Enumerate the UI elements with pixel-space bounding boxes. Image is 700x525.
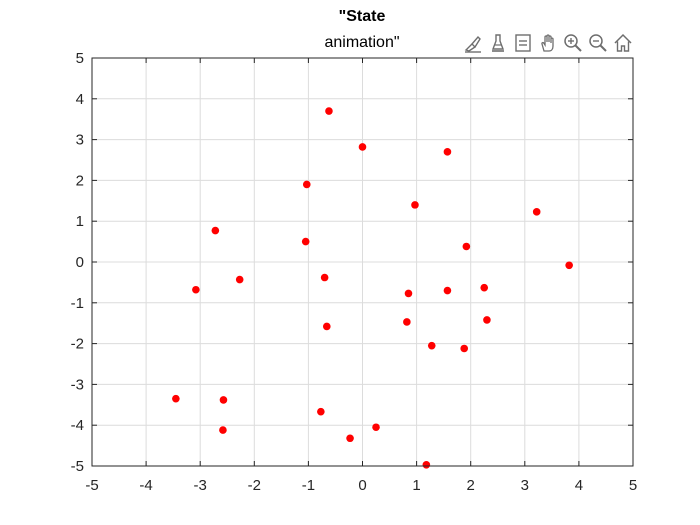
scatter-point — [480, 283, 489, 292]
x-tick-label: -2 — [248, 477, 261, 494]
y-tick-label: 0 — [76, 254, 84, 271]
x-tick-label: -3 — [194, 477, 207, 494]
scatter-point — [411, 201, 419, 209]
y-tick-label: 2 — [76, 172, 84, 189]
home-button[interactable] — [610, 31, 635, 56]
scatter-point — [346, 434, 354, 443]
grid-lines — [92, 58, 633, 466]
axes — [91, 57, 634, 467]
y-tick-label: -4 — [71, 417, 84, 434]
legend-button[interactable] — [510, 31, 535, 56]
y-tick-label: -1 — [71, 295, 84, 312]
y-tick-label: 3 — [76, 132, 84, 149]
brush-button[interactable] — [460, 31, 485, 56]
data-tips-button[interactable] — [485, 31, 510, 56]
y-tick-label: 5 — [76, 50, 84, 67]
pan-hand-icon — [540, 34, 554, 52]
pan-button[interactable] — [535, 31, 560, 56]
scatter-point — [172, 394, 180, 403]
y-tick-label: -2 — [71, 336, 84, 353]
x-tick-label: 4 — [575, 477, 583, 494]
scatter-point — [443, 286, 452, 295]
scatter-point — [317, 407, 325, 416]
scatter-point — [372, 423, 380, 432]
axes-toolbar — [460, 30, 635, 56]
x-tick-label: -1 — [302, 477, 315, 494]
y-tick-label: -5 — [71, 458, 84, 475]
scatter-point — [211, 226, 220, 235]
scatter-point — [301, 237, 310, 246]
tick-labels: -5 -4 -3 -2 -1 0 1 2 3 4 5 -5 -4 -3 -2 -1 0 1 2 3 4 5 — [71, 50, 638, 494]
scatter-point — [322, 322, 331, 331]
data-tips-icon — [491, 34, 504, 52]
scatter-point — [320, 273, 329, 282]
scatter-point — [404, 289, 413, 298]
scatter-point — [358, 143, 367, 151]
scatter-point — [302, 180, 311, 189]
scatter-point — [443, 148, 452, 156]
scatter-point — [219, 426, 227, 434]
x-tick-label: -4 — [139, 477, 152, 494]
x-tick-label: 2 — [467, 477, 475, 494]
x-tick-label: 3 — [521, 477, 529, 494]
zoom-in-button[interactable] — [560, 31, 585, 56]
scatter-point — [483, 316, 491, 324]
zoom-out-button[interactable] — [585, 31, 610, 56]
scatter-point — [219, 396, 228, 404]
scatter-point — [460, 344, 469, 353]
x-tick-label: 1 — [412, 477, 420, 494]
scatter-point — [325, 107, 333, 115]
x-tick-label: 5 — [629, 477, 637, 494]
y-tick-label: -3 — [71, 376, 84, 393]
scatter-point — [422, 460, 431, 469]
home-icon — [613, 33, 632, 52]
legend-icon — [514, 34, 531, 52]
zoom-in-icon — [563, 34, 582, 52]
scatter-point — [403, 318, 411, 326]
y-tick-label: 4 — [76, 91, 84, 108]
data-points — [172, 107, 573, 469]
scatter-point — [565, 261, 573, 270]
scatter-point — [427, 341, 436, 350]
y-tick-label: 1 — [76, 213, 84, 230]
scatter-point — [235, 275, 244, 284]
scatter-point — [192, 285, 200, 294]
chart-title-line2: animation" — [324, 34, 400, 51]
chart-title-line1: "State — [338, 8, 386, 25]
scatter-point — [462, 242, 471, 251]
scatter-point — [532, 208, 541, 216]
zoom-out-icon — [588, 34, 607, 52]
x-tick-label: 0 — [358, 477, 366, 494]
brush-icon — [464, 35, 481, 53]
x-tick-label: -5 — [85, 477, 98, 494]
